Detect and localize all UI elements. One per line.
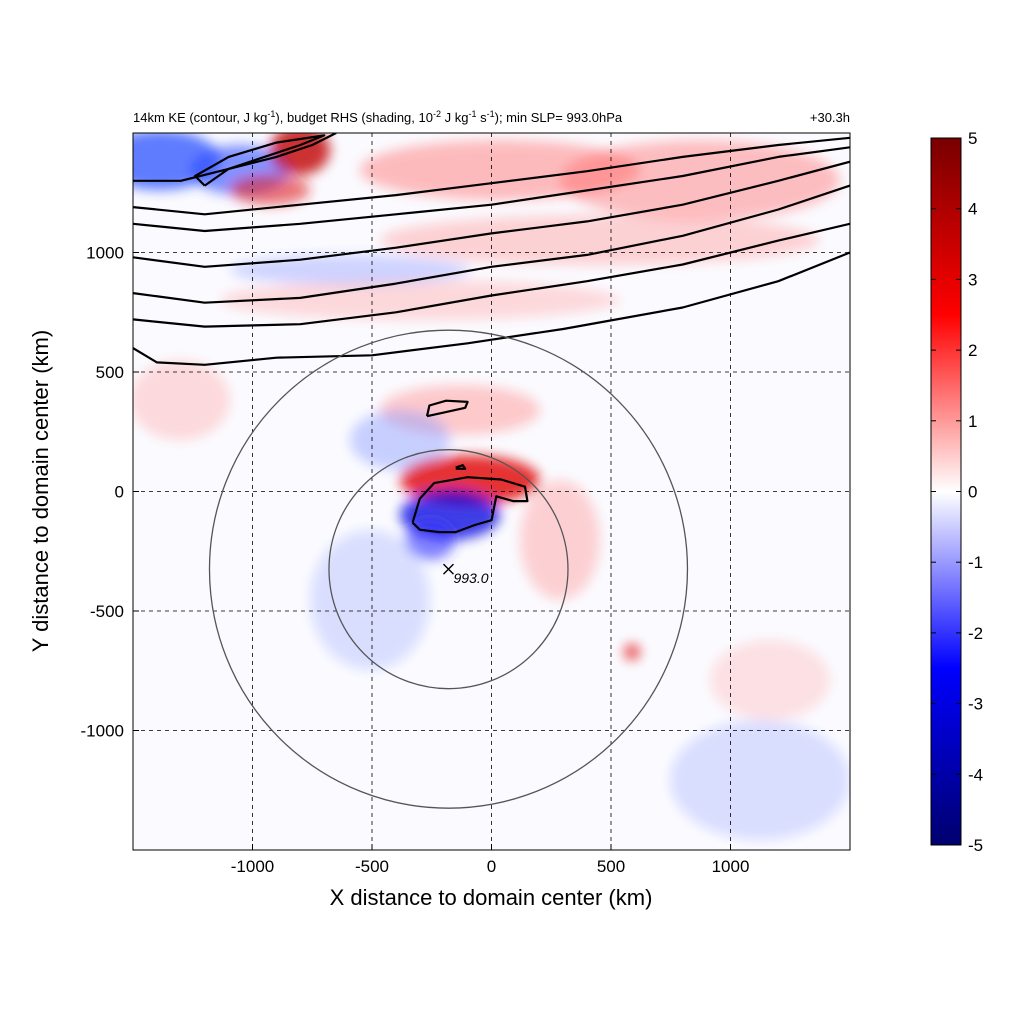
range-circles: [208, 329, 689, 809]
x-tick-label: -1000: [231, 857, 274, 876]
y-tick-label: -500: [90, 602, 124, 621]
colorbar-ticks: -5 -4 -3 -2 -1 0 1 2 3 4 5: [931, 129, 983, 855]
chart-title-left: 14km KE (contour, J kg-1), budget RHS (s…: [133, 109, 623, 125]
colorbar-tick-label: 4: [968, 200, 977, 219]
y-tick-label: 1000: [86, 244, 124, 263]
x-axis-ticks: -1000 -500 0 500 1000: [231, 844, 750, 876]
storm-center-marker: 993.0: [442, 563, 489, 586]
x-tick-label: -500: [355, 857, 389, 876]
ke-contour-line: [194, 134, 326, 187]
ke-contour-line: [133, 184, 850, 304]
chart-title-right: +30.3h: [810, 110, 850, 125]
colorbar-tick-label: 1: [968, 412, 977, 431]
y-axis-ticks: -1000 -500 0 500 1000: [81, 244, 139, 741]
x-tick-label: 1000: [712, 857, 750, 876]
ke-contour-line: [133, 146, 850, 233]
colorbar-tick-label: -3: [968, 695, 983, 714]
colorbar-tick-label: 3: [968, 270, 977, 289]
colorbar-tick-label: 0: [968, 483, 977, 502]
x-tick-label: 0: [487, 857, 496, 876]
ke-contour-line: [455, 464, 467, 470]
x-axis-label: X distance to domain center (km): [330, 885, 653, 910]
colorbar-tick-label: 5: [968, 129, 977, 148]
colorbar-tick-label: -5: [968, 836, 983, 855]
range-circle: [208, 329, 689, 809]
colorbar-tick-label: -2: [968, 624, 983, 643]
colorbar-tick-label: -4: [968, 765, 983, 784]
x-tick-label: 500: [597, 857, 625, 876]
ke-contour-line: [425, 399, 469, 418]
ke-contour-line: [133, 136, 850, 216]
center-x-icon: [442, 563, 454, 575]
ke-contour-line: [133, 222, 850, 328]
y-tick-label: 500: [96, 363, 124, 382]
colorbar-tick-label: 2: [968, 341, 977, 360]
ke-contour-line: [133, 133, 337, 182]
ke-contours: [133, 133, 850, 534]
y-tick-label: -1000: [81, 722, 124, 741]
min-slp-label: 993.0: [453, 570, 488, 586]
colorbar-tick-label: -1: [968, 553, 983, 572]
ke-contour-line: [133, 160, 850, 268]
ke-contour-line: [411, 476, 529, 534]
y-tick-label: 0: [115, 483, 124, 502]
range-circle: [328, 449, 569, 690]
y-axis-label: Y distance to domain center (km): [28, 330, 53, 652]
ke-contour-line: [133, 251, 850, 366]
